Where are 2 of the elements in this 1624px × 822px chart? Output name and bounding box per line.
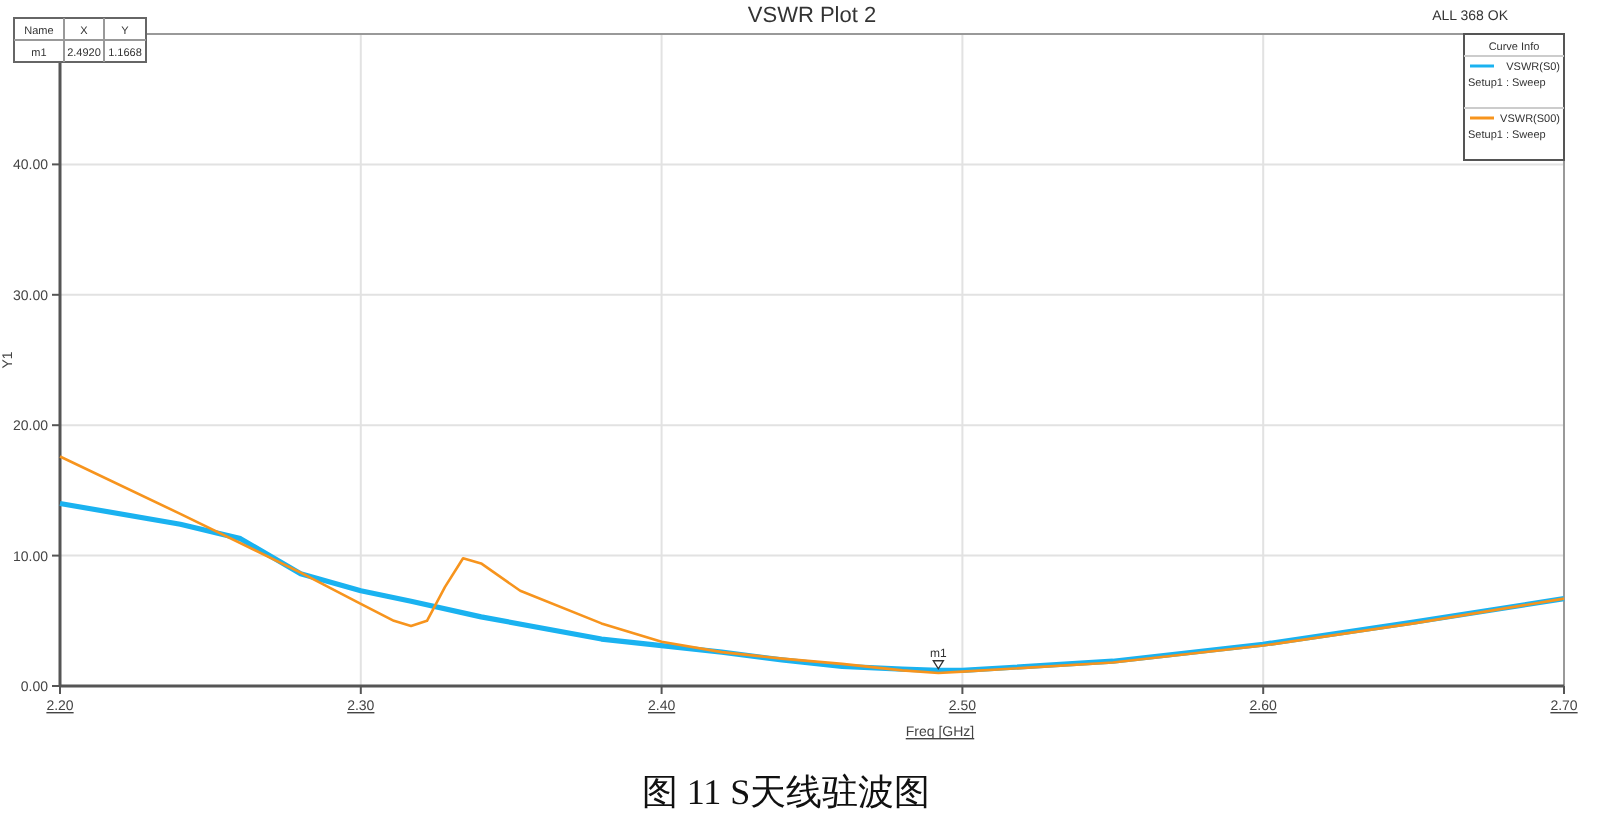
chart-title: VSWR Plot 2 bbox=[747, 4, 877, 28]
caption: 图 11 S天线驻波图 bbox=[641, 772, 931, 812]
